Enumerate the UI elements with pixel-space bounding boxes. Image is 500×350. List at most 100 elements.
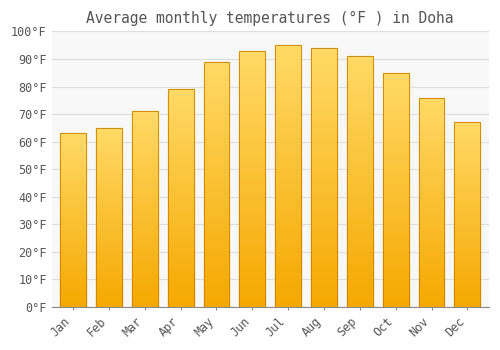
- Bar: [418, 225, 444, 228]
- Bar: [240, 53, 265, 56]
- Bar: [311, 82, 337, 84]
- Bar: [418, 301, 444, 303]
- Bar: [96, 151, 122, 153]
- Bar: [383, 159, 408, 162]
- Bar: [418, 123, 444, 125]
- Bar: [454, 275, 480, 278]
- Bar: [204, 126, 230, 128]
- Bar: [418, 139, 444, 141]
- Bar: [132, 237, 158, 238]
- Bar: [311, 100, 337, 102]
- Bar: [383, 279, 408, 281]
- Bar: [383, 127, 408, 129]
- Bar: [60, 175, 86, 177]
- Bar: [383, 209, 408, 211]
- Bar: [168, 135, 194, 137]
- Bar: [311, 64, 337, 66]
- Bar: [96, 262, 122, 264]
- Bar: [132, 186, 158, 188]
- Bar: [132, 191, 158, 194]
- Bar: [132, 291, 158, 293]
- Bar: [168, 257, 194, 259]
- Bar: [96, 289, 122, 291]
- Bar: [60, 215, 86, 217]
- Bar: [347, 169, 373, 171]
- Bar: [240, 125, 265, 128]
- Bar: [204, 118, 230, 121]
- Bar: [240, 225, 265, 228]
- Bar: [132, 188, 158, 190]
- Bar: [168, 170, 194, 172]
- Bar: [60, 201, 86, 203]
- Bar: [60, 178, 86, 180]
- Bar: [311, 136, 337, 139]
- Bar: [311, 237, 337, 240]
- Bar: [418, 188, 444, 190]
- Bar: [347, 229, 373, 232]
- Bar: [240, 105, 265, 107]
- Bar: [60, 267, 86, 269]
- Bar: [204, 184, 230, 187]
- Bar: [168, 137, 194, 139]
- Bar: [276, 296, 301, 299]
- Bar: [168, 270, 194, 272]
- Bar: [276, 95, 301, 98]
- Bar: [240, 264, 265, 266]
- Bar: [132, 229, 158, 231]
- Bar: [454, 202, 480, 204]
- Bar: [276, 179, 301, 181]
- Bar: [96, 146, 122, 148]
- Bar: [96, 201, 122, 203]
- Bar: [204, 290, 230, 292]
- Bar: [60, 168, 86, 170]
- Bar: [168, 289, 194, 292]
- Bar: [347, 267, 373, 270]
- Bar: [276, 192, 301, 194]
- Bar: [383, 241, 408, 244]
- Bar: [347, 232, 373, 234]
- Bar: [383, 188, 408, 190]
- Bar: [60, 146, 86, 147]
- Bar: [347, 124, 373, 126]
- Bar: [311, 214, 337, 216]
- Bar: [347, 285, 373, 287]
- Bar: [132, 280, 158, 281]
- Bar: [132, 199, 158, 201]
- Bar: [311, 61, 337, 64]
- Bar: [168, 105, 194, 107]
- Bar: [132, 281, 158, 284]
- Bar: [311, 266, 337, 268]
- Bar: [276, 116, 301, 119]
- Bar: [454, 148, 480, 150]
- Bar: [311, 128, 337, 131]
- Bar: [454, 196, 480, 198]
- Bar: [168, 139, 194, 141]
- Bar: [311, 89, 337, 92]
- Bar: [240, 115, 265, 117]
- Bar: [204, 246, 230, 248]
- Bar: [418, 282, 444, 284]
- Bar: [168, 261, 194, 264]
- Bar: [132, 219, 158, 221]
- Bar: [60, 236, 86, 238]
- Bar: [383, 302, 408, 304]
- Bar: [347, 81, 373, 84]
- Bar: [311, 154, 337, 157]
- Bar: [276, 84, 301, 87]
- Bar: [347, 129, 373, 132]
- Bar: [347, 199, 373, 202]
- Bar: [60, 161, 86, 163]
- Bar: [132, 258, 158, 260]
- Bar: [240, 89, 265, 92]
- Bar: [60, 189, 86, 191]
- Bar: [168, 155, 194, 157]
- Bar: [418, 104, 444, 106]
- Bar: [311, 260, 337, 263]
- Bar: [132, 221, 158, 223]
- Bar: [132, 252, 158, 254]
- Bar: [60, 279, 86, 281]
- Bar: [132, 176, 158, 178]
- Bar: [311, 175, 337, 177]
- Bar: [311, 157, 337, 159]
- Bar: [168, 264, 194, 266]
